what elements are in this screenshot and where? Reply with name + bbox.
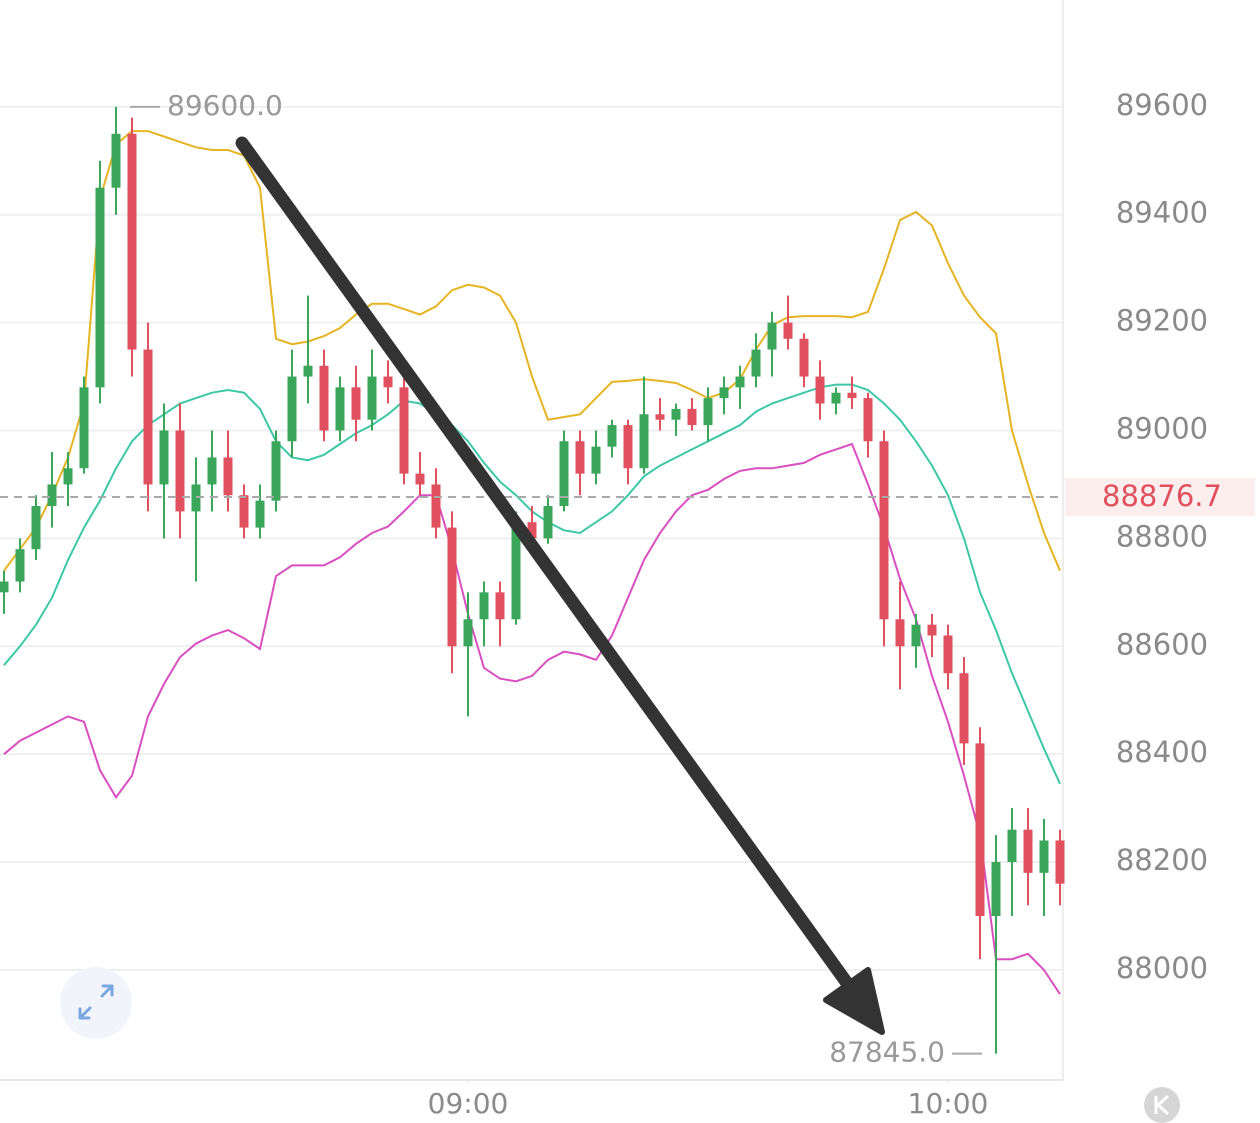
candle-body: [783, 322, 793, 339]
y-tick-label: 88000: [1116, 951, 1208, 985]
candle-body: [31, 506, 41, 550]
candle-body: [399, 387, 409, 474]
expand-button[interactable]: [60, 967, 132, 1039]
candle-body: [351, 387, 361, 420]
candle-body: [831, 392, 841, 404]
y-tick-label: 89200: [1116, 304, 1208, 338]
candle-body: [799, 338, 809, 377]
annotation-label: 87845.0: [829, 1036, 945, 1069]
candle-body: [175, 430, 185, 512]
annotation-label: 89600.0: [167, 89, 283, 122]
candle-body: [495, 592, 505, 620]
y-tick-label: 89600: [1116, 88, 1208, 122]
candle-body: [383, 376, 393, 388]
candle-body: [319, 365, 329, 431]
candle-body: [527, 522, 537, 539]
candle-body: [95, 187, 105, 388]
candle-body: [1039, 840, 1049, 873]
arrow-head: [823, 967, 885, 1035]
candle-body: [703, 398, 713, 426]
candle-body: [47, 484, 57, 507]
candle-body: [847, 392, 857, 399]
candle-body: [127, 133, 137, 350]
candle-body: [815, 376, 825, 404]
candle-body: [655, 414, 665, 420]
candle-body: [143, 349, 153, 485]
candle-body: [895, 619, 905, 647]
y-tick-label: 89400: [1116, 196, 1208, 230]
candle-body: [207, 457, 217, 485]
k-button[interactable]: [1144, 1087, 1180, 1123]
last-price-label: 88876.7: [1102, 479, 1222, 513]
candle-body: [591, 446, 601, 474]
k-icon[interactable]: [1154, 1094, 1170, 1116]
trend-arrow: [235, 136, 885, 1035]
candle-body: [367, 376, 377, 420]
candle-body: [959, 673, 969, 744]
last-price-bg: [1065, 478, 1255, 517]
candle-body: [607, 425, 617, 447]
candle-body: [687, 408, 697, 426]
candle-body: [879, 441, 889, 620]
k-bg[interactable]: [1144, 1087, 1180, 1123]
candle-body: [1007, 829, 1017, 863]
candles: [0, 106, 1065, 1054]
y-tick-label: 88600: [1116, 627, 1208, 661]
x-tick-label: 10:00: [908, 1087, 989, 1120]
candle-body: [735, 376, 745, 388]
candle-body: [1055, 840, 1065, 884]
candle-body: [975, 743, 985, 917]
candle-body: [559, 441, 569, 507]
labels: 88000 88200 88400 88600 88800 89000 89200 89400…: [0, 88, 1255, 1120]
candle-body: [479, 592, 489, 620]
candle-body: [911, 624, 921, 647]
candle-body: [431, 484, 441, 528]
candle-body: [63, 468, 73, 485]
candle-body: [335, 387, 345, 431]
candle-body: [863, 398, 873, 442]
candle-body: [671, 408, 681, 420]
candle-body: [255, 500, 265, 528]
candle-body: [927, 624, 937, 636]
candle-body: [15, 549, 25, 582]
candle-body: [415, 473, 425, 485]
x-tick-label: 09:00: [428, 1087, 509, 1120]
candle-body: [543, 506, 553, 539]
candle-body: [223, 457, 233, 496]
candle-body: [287, 376, 297, 442]
candle-body: [751, 349, 761, 377]
candle-body: [767, 322, 777, 350]
candle-body: [0, 581, 9, 593]
candle-body: [639, 414, 649, 469]
candle-body: [943, 635, 953, 674]
candle-body: [463, 619, 473, 647]
bands: [3, 130, 1061, 995]
candle-body: [303, 365, 313, 377]
candle-body: [111, 133, 121, 188]
candle-body: [79, 387, 89, 469]
candle-body: [623, 425, 633, 469]
candle-body: [447, 527, 457, 647]
y-tick-label: 89000: [1116, 411, 1208, 445]
grid: [0, 105, 1063, 971]
candle-body: [991, 862, 1001, 917]
candle-body: [271, 441, 281, 501]
band-line: [3, 130, 1061, 572]
y-tick-label: 88800: [1116, 519, 1208, 553]
candle-body: [511, 522, 521, 620]
candle-body: [575, 441, 585, 474]
arrow-shaft: [235, 136, 859, 997]
expand-icon[interactable]: [78, 984, 114, 1020]
candle-body: [159, 430, 169, 485]
expand-bg[interactable]: [60, 967, 132, 1039]
y-tick-label: 88400: [1116, 735, 1208, 769]
candle-body: [1023, 829, 1033, 873]
candle-body: [239, 495, 249, 528]
candle-body: [719, 387, 729, 399]
y-tick-label: 88200: [1116, 843, 1208, 877]
